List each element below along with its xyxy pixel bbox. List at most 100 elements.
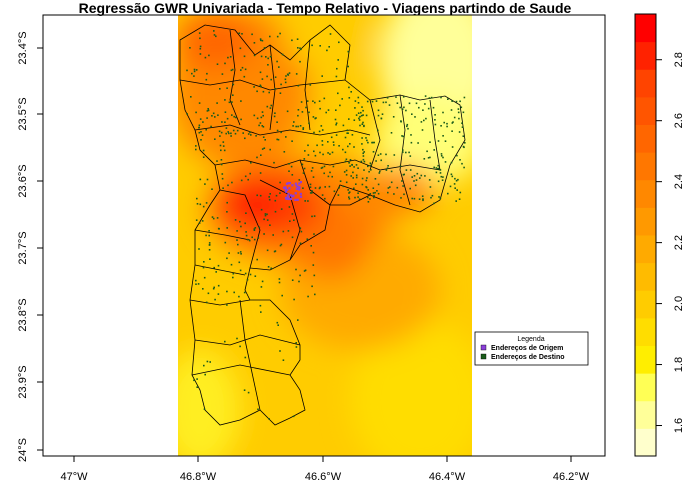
destination-point <box>261 125 264 127</box>
destination-point <box>198 131 201 134</box>
destination-point <box>359 115 361 118</box>
destination-point <box>282 230 285 233</box>
destination-point <box>222 141 225 143</box>
destination-point <box>215 271 217 273</box>
destination-point <box>447 98 449 100</box>
destination-point <box>290 165 293 168</box>
destination-point <box>288 170 290 172</box>
destination-point <box>239 269 242 272</box>
destination-point <box>309 186 312 188</box>
destination-point <box>324 186 326 188</box>
destination-point <box>291 279 294 281</box>
destination-point <box>385 153 387 156</box>
destination-point <box>260 116 263 119</box>
destination-point <box>226 201 228 204</box>
destination-point <box>396 186 399 189</box>
destination-point <box>253 42 256 44</box>
destination-point <box>367 141 369 144</box>
destination-point <box>303 158 306 160</box>
destination-point <box>213 286 215 289</box>
destination-point <box>338 145 340 147</box>
destination-point <box>314 101 316 104</box>
destination-point <box>314 154 317 157</box>
destination-point <box>405 151 407 154</box>
destination-point <box>440 125 442 127</box>
destination-point <box>303 270 306 272</box>
destination-point <box>345 174 348 176</box>
destination-point <box>293 298 295 301</box>
destination-point <box>279 32 281 35</box>
destination-point <box>238 295 240 298</box>
destination-point <box>232 129 235 132</box>
destination-point <box>434 114 436 116</box>
destination-point <box>357 167 359 169</box>
colorbar-band <box>635 400 656 429</box>
destination-point <box>198 126 200 129</box>
legend-swatch-destination <box>480 353 487 360</box>
destination-point <box>266 213 268 216</box>
destination-point <box>365 114 368 117</box>
destination-point <box>401 135 403 137</box>
colorbar-tick-label: 1.8 <box>673 357 685 372</box>
destination-point <box>451 175 454 178</box>
legend-box <box>474 331 589 366</box>
destination-point <box>442 111 444 114</box>
destination-point <box>372 141 374 144</box>
destination-point <box>458 198 461 200</box>
destination-point <box>226 87 228 89</box>
destination-point <box>360 114 363 117</box>
destination-point <box>321 166 324 169</box>
destination-point <box>342 148 344 151</box>
destination-point <box>270 267 272 270</box>
destination-point <box>260 286 263 288</box>
destination-point <box>198 248 200 250</box>
destination-point <box>350 175 352 177</box>
origin-point <box>287 192 290 195</box>
destination-point <box>219 135 221 137</box>
origin-point <box>283 186 286 189</box>
destination-point <box>323 165 326 168</box>
destination-point <box>380 159 382 162</box>
destination-point <box>329 171 331 174</box>
destination-point <box>355 164 358 166</box>
destination-point <box>429 186 432 188</box>
destination-point <box>372 192 375 194</box>
destination-point <box>461 122 463 124</box>
destination-point <box>212 217 215 220</box>
destination-point <box>430 196 432 199</box>
destination-point <box>221 177 224 180</box>
destination-point <box>274 88 277 90</box>
destination-point <box>377 192 380 195</box>
destination-point <box>298 179 301 181</box>
colorbar-band <box>635 262 656 291</box>
destination-point <box>309 192 312 194</box>
destination-point <box>206 110 209 112</box>
destination-point <box>463 166 465 169</box>
destination-point <box>291 140 293 142</box>
destination-point <box>433 202 435 205</box>
destination-point <box>380 117 383 120</box>
destination-point <box>301 111 304 113</box>
destination-point <box>219 144 222 147</box>
destination-point <box>246 278 249 281</box>
destination-point <box>293 219 295 221</box>
destination-point <box>303 167 306 170</box>
destination-point <box>421 129 424 131</box>
destination-point <box>461 162 463 165</box>
destination-point <box>410 141 413 144</box>
destination-point <box>250 134 252 136</box>
destination-point <box>299 60 301 63</box>
destination-point <box>295 125 297 128</box>
destination-point <box>202 266 205 269</box>
destination-point <box>318 130 321 133</box>
destination-point <box>387 165 389 167</box>
origin-point <box>294 192 297 195</box>
destination-point <box>322 153 324 156</box>
destination-point <box>279 244 282 247</box>
destination-point <box>230 132 232 135</box>
destination-point <box>288 206 291 208</box>
destination-point <box>362 114 364 116</box>
destination-point <box>224 340 226 343</box>
destination-point <box>360 111 362 114</box>
destination-point <box>367 189 369 191</box>
